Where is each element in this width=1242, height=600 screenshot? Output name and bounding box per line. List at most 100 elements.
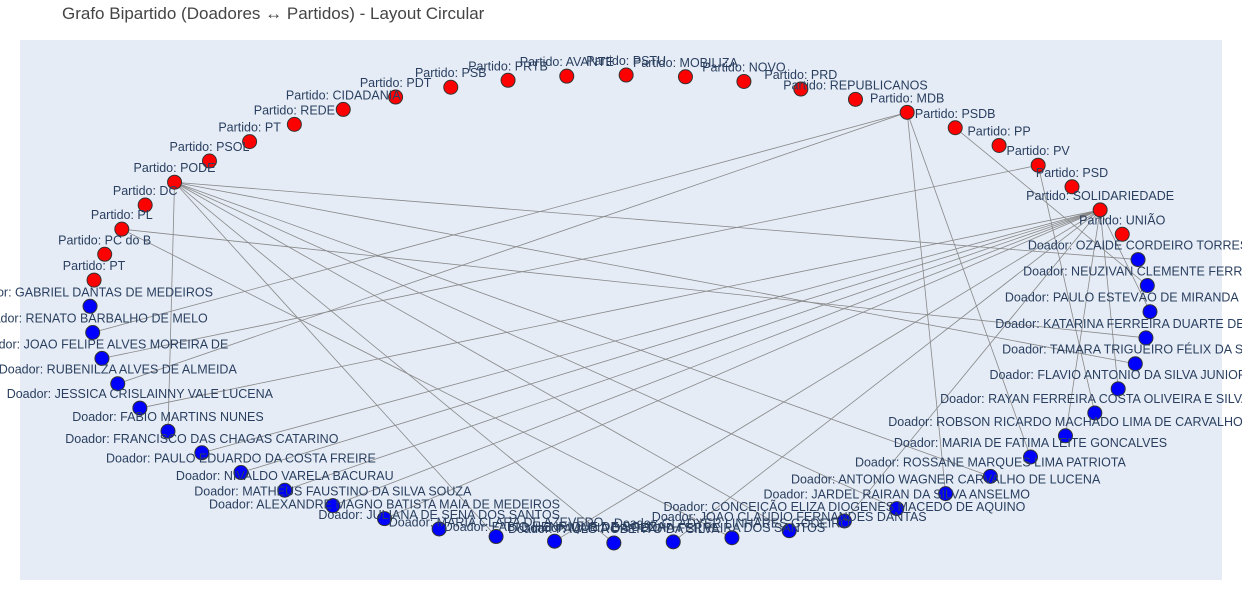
partido-label-24: Partido: PT [63,259,126,273]
partido-node-8[interactable] [793,81,809,97]
doador-node-47[interactable] [1023,449,1039,465]
doador-node-54[interactable] [1139,277,1155,293]
partido-label-21: Partido: DC [113,184,178,198]
partido-label-22: Partido: PL [91,208,153,222]
doador-node-37[interactable] [488,529,504,545]
partido-node-4[interactable] [991,137,1007,153]
partido-node-15[interactable] [388,89,404,105]
doador-label-49: Doador: RAYAN FERREIRA COSTA OLIVEIRA E … [940,392,1242,406]
partido-node-11[interactable] [618,67,634,83]
partido-node-17[interactable] [286,116,302,132]
doador-label-42: Doador: JOAO CLAUDIO FERNANDES DANTAS [652,510,927,524]
edge-26 [117,111,908,385]
doador-node-55[interactable] [1130,252,1146,268]
doador-node-26[interactable] [85,325,101,341]
doador-node-33[interactable] [277,482,293,498]
edge-5 [1099,209,1119,389]
doador-node-25[interactable] [82,298,98,314]
doador-node-44[interactable] [889,501,905,517]
doador-label-33: Doador: NIVALDO VARELA BACURAU [176,469,394,483]
doador-node-29[interactable] [132,400,148,416]
partido-node-16[interactable] [335,101,351,117]
edge-24 [167,182,175,432]
doador-label-50: Doador: FLAVIO ANTONIO DA SILVA JUNIOR [989,368,1242,382]
doador-node-43[interactable] [836,513,852,529]
doador-label-55: Doador: OZAIDE CORDEIRO TORRES [1028,239,1242,253]
doador-label-26: Doador: RENATO BARBALHO DE MELO [0,312,208,326]
doador-label-36: Doador: JULIANA DE SENA DOS SANTOS [318,508,560,522]
doador-node-31[interactable] [194,445,210,461]
partido-label-20: Partido: PODE [134,161,216,175]
doador-node-46[interactable] [982,468,998,484]
partido-node-7[interactable] [847,91,863,107]
doador-label-31: Doador: FRANCISCO DAS CHAGAS CATARINO [65,432,338,446]
doador-node-40[interactable] [665,534,681,550]
edge-27 [101,164,1039,359]
doador-node-38[interactable] [547,533,563,549]
doador-label-25: Doador: GABRIEL DANTAS DE MEDEIROS [0,285,213,299]
partido-label-2: Partido: PSD [1036,166,1108,180]
partido-node-0[interactable] [1114,226,1130,242]
partido-label-1: Partido: SOLIDARIEDADE [1026,189,1174,203]
partido-node-3[interactable] [1030,157,1046,173]
doador-label-35: Doador: ALEXANDRE MAGNO BATISTA MAIA DE … [209,498,560,512]
partido-node-18[interactable] [242,134,258,150]
edge-1 [954,127,1148,286]
edge-12 [844,209,1101,522]
doador-label-37: Doador: MARIA CLARA DE AZEVEDO [389,516,604,530]
edge-18 [174,181,497,537]
partido-node-19[interactable] [201,153,217,169]
doador-node-34[interactable] [325,498,341,514]
doador-node-36[interactable] [431,521,447,537]
doador-label-46: Doador: ROSSANE MARQUES LIMA PATRIOTA [855,455,1127,469]
doador-node-35[interactable] [377,511,393,527]
partido-node-13[interactable] [500,72,516,88]
doador-label-38: Doador: FABIO HENRIQUE DE SOUZA [444,520,666,534]
doador-node-41[interactable] [724,530,740,546]
partido-node-14[interactable] [443,79,459,95]
partido-node-2[interactable] [1064,179,1080,195]
doador-node-53[interactable] [1142,304,1158,320]
partido-label-18: Partido: PT [218,121,281,135]
doador-node-52[interactable] [1138,330,1154,346]
partido-label-6: Partido: MDB [870,91,944,105]
doador-node-51[interactable] [1127,356,1143,372]
doador-node-42[interactable] [781,523,797,539]
partido-node-21[interactable] [137,197,153,213]
doador-label-29: Doador: JESSICA CRISLAINNY VALE LUCENA [7,387,274,401]
partido-label-11: Partido: PSTU [586,54,666,68]
partido-node-1[interactable] [1092,202,1108,218]
partido-node-24[interactable] [86,272,102,288]
edge-11 [174,181,897,509]
doador-node-49[interactable] [1087,405,1103,421]
partido-node-22[interactable] [114,221,130,237]
doador-node-28[interactable] [110,376,126,392]
doador-node-30[interactable] [160,423,176,439]
edge-10 [906,112,947,494]
edge-28 [92,111,908,333]
partido-node-20[interactable] [167,174,183,190]
partido-node-23[interactable] [97,246,113,262]
plot-background [20,40,1222,580]
partido-label-10: Partido: MOBILIZA [633,56,739,70]
partido-node-5[interactable] [947,120,963,136]
nodes-layer [82,67,1158,551]
doador-node-27[interactable] [94,350,110,366]
doador-label-39: Doador: PAULO ROBERTO DA SILVA [508,522,720,536]
doador-label-32: Doador: PAULO EDUARDO DA COSTA FREIRE [106,452,376,466]
partido-label-3: Partido: PV [1007,144,1071,158]
doador-node-32[interactable] [233,465,249,481]
edge-4 [174,181,1136,365]
doador-node-45[interactable] [938,486,954,502]
doador-node-48[interactable] [1057,428,1073,444]
partido-node-12[interactable] [559,68,575,84]
partido-node-6[interactable] [899,104,915,120]
doador-label-54: Doador: NEUZIVAN CLEMENTE FERREIRA [1023,264,1242,278]
partido-node-10[interactable] [677,69,693,85]
partido-label-16: Partido: CIDADANIA [286,88,401,102]
partido-label-23: Partido: PC do B [58,233,151,247]
doador-node-50[interactable] [1110,381,1126,397]
doador-label-41: Doador: GLADYER LINHARES GODEIRO [614,517,850,531]
doador-node-39[interactable] [606,535,622,551]
partido-node-9[interactable] [736,73,752,89]
